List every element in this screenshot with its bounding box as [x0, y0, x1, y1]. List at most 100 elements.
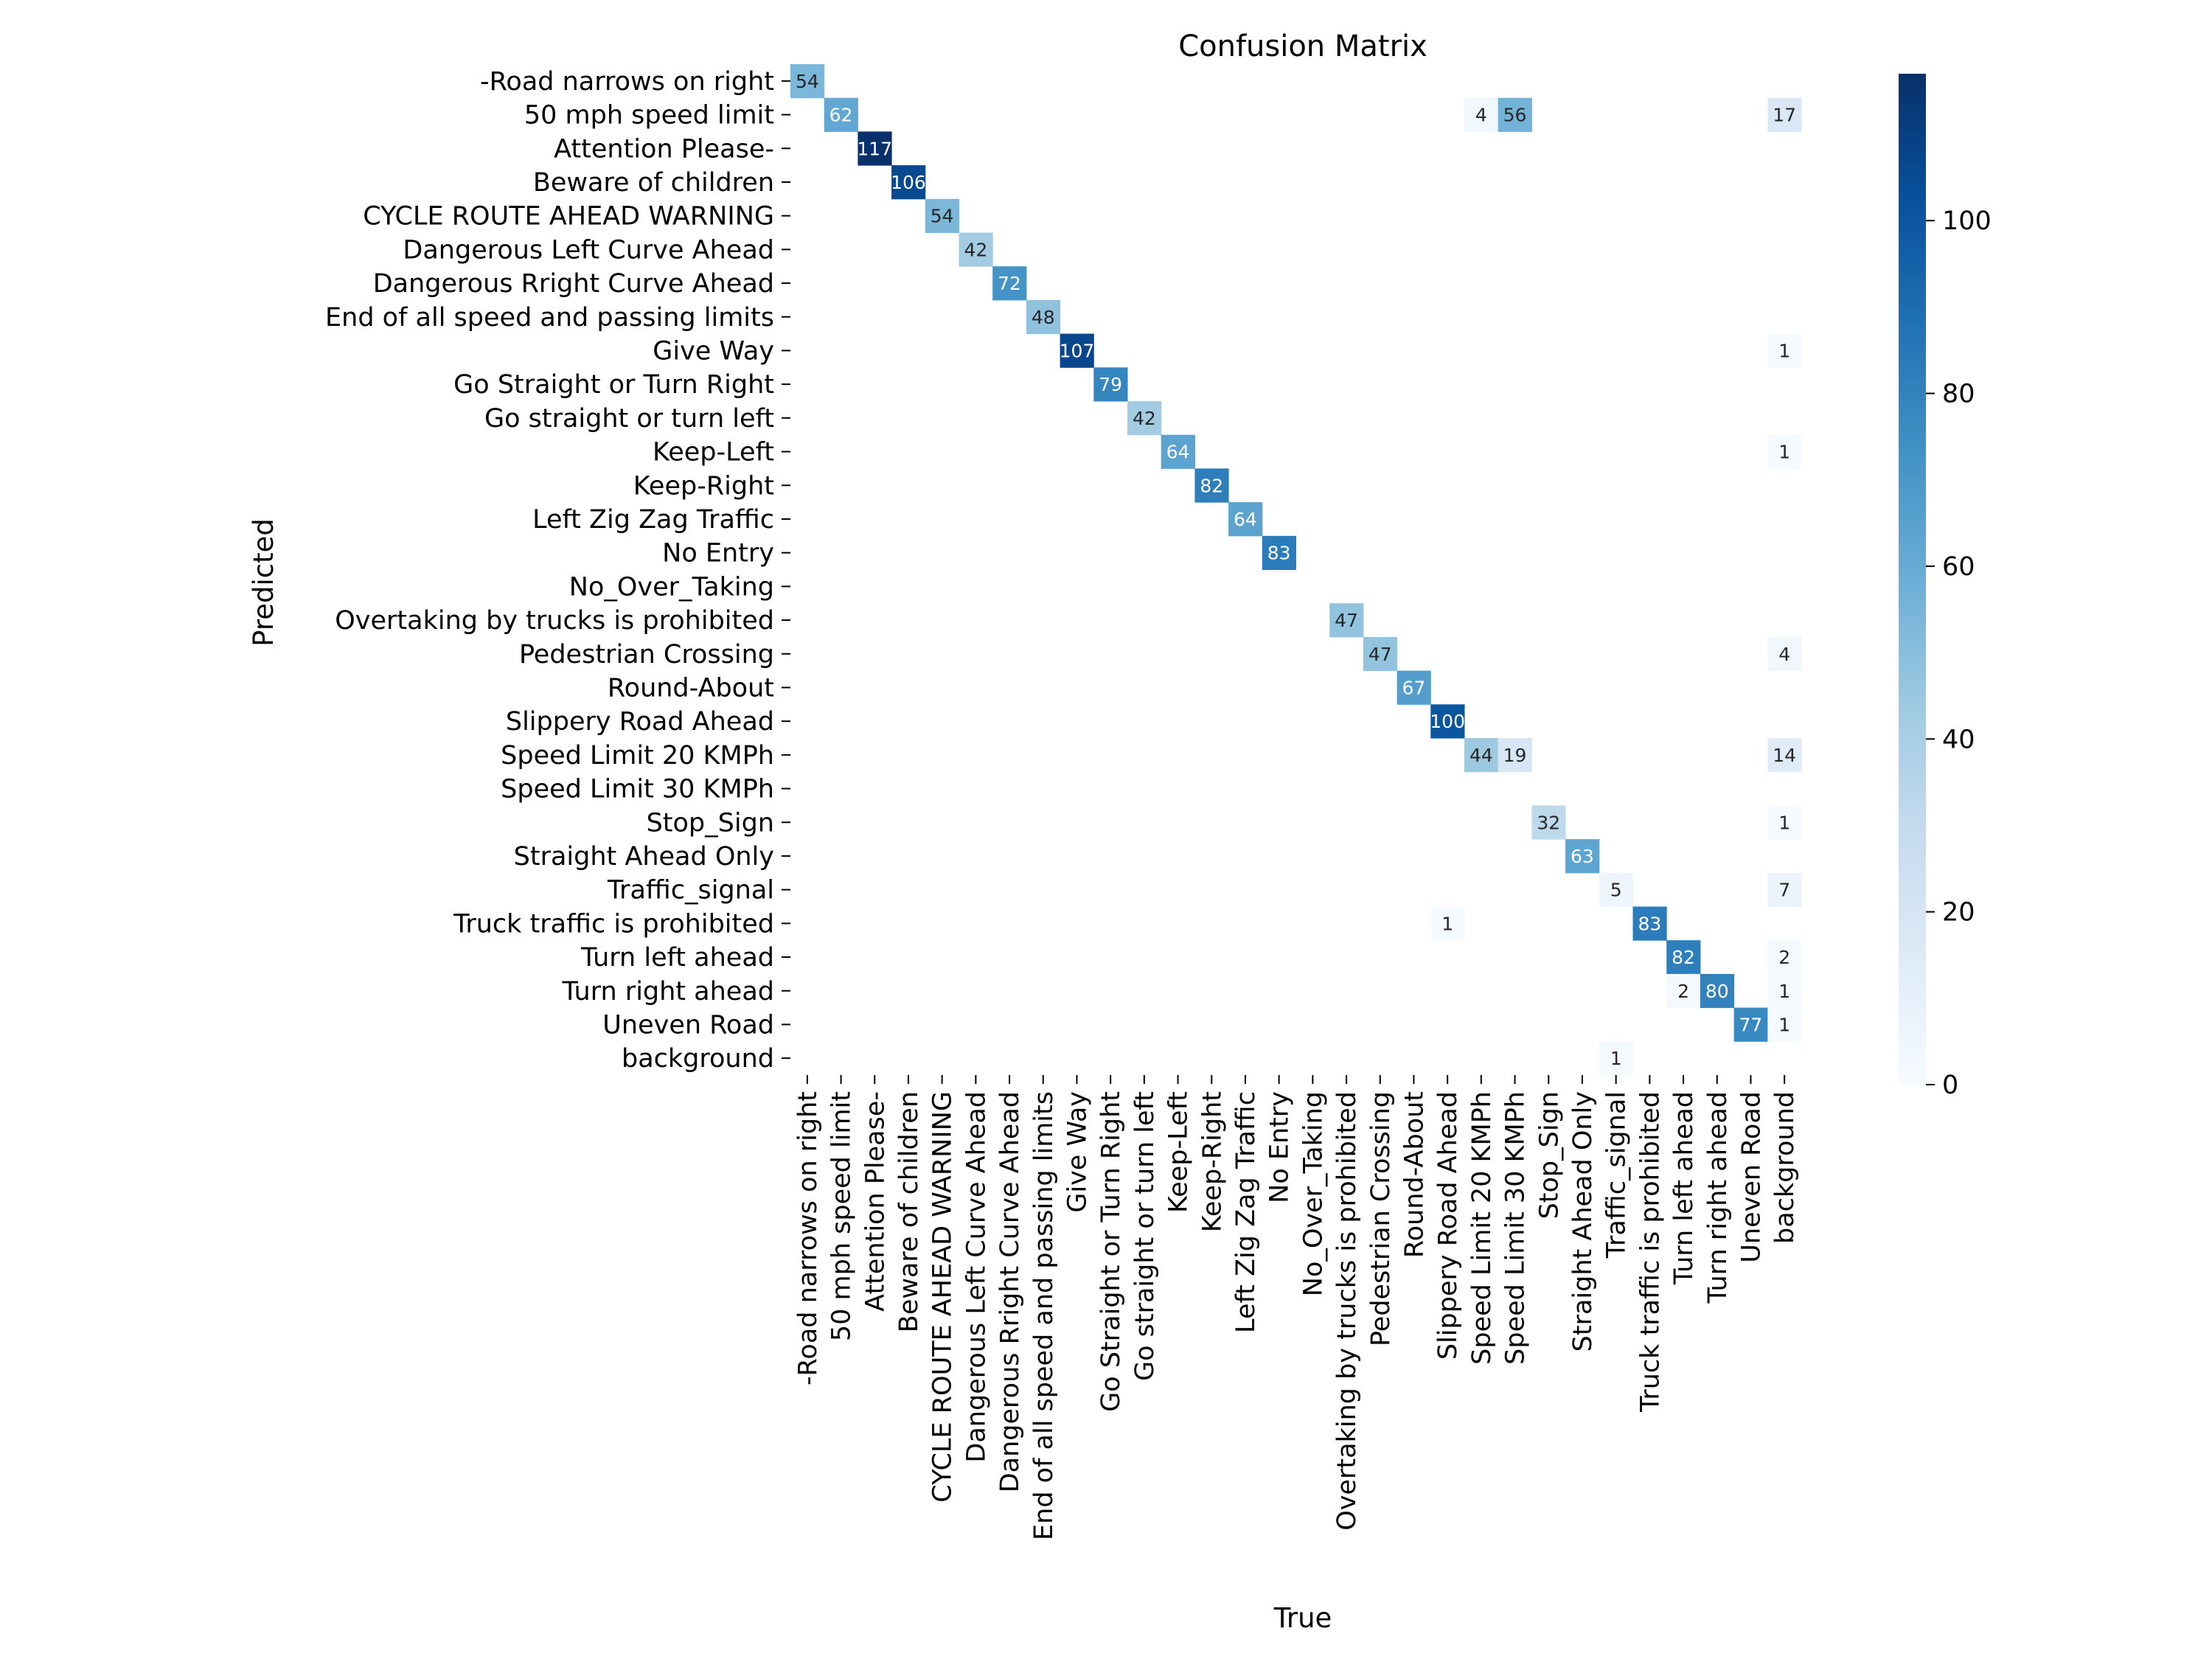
cell-value-label: 77	[1739, 1014, 1763, 1035]
y-tick-label: End of all speed and passing limits	[325, 303, 774, 333]
cell-value-label: 32	[1537, 812, 1560, 833]
heatmap-cell	[824, 97, 858, 132]
x-tick-label: Speed Limit 20 KMPh	[1467, 1091, 1497, 1365]
y-tick-label: Dangerous Rright Curve Ahead	[373, 269, 774, 299]
colorbar-tick-label: 40	[1942, 725, 1975, 754]
x-tick-label: Pedestrian Crossing	[1366, 1091, 1396, 1346]
cell-value-label: 1	[1441, 913, 1453, 934]
y-tick-label: Attention Please-	[554, 134, 774, 164]
x-tick-label: Go straight or turn left	[1130, 1091, 1160, 1381]
y-tick-label: CYCLE ROUTE AHEAD WARNING	[363, 202, 774, 232]
heatmap-cell	[790, 64, 825, 99]
heatmap-cell	[1464, 738, 1499, 773]
heatmap-cell	[1700, 973, 1735, 1009]
x-tick-label: Dangerous Rright Curve Ahead	[995, 1091, 1025, 1492]
x-tick-label: -Road narrows on right	[793, 1091, 823, 1385]
x-tick-label: 50 mph speed limit	[827, 1091, 857, 1341]
cell-value-label: 42	[964, 239, 987, 260]
x-tick-label: Overtaking by trucks is prohibited	[1332, 1091, 1362, 1531]
y-axis-label: Predicted	[248, 518, 279, 647]
cell-value-label: 17	[1773, 105, 1796, 126]
x-tick-label: End of all speed and passing limits	[1029, 1091, 1059, 1540]
y-tick-label: Turn left ahead	[580, 943, 774, 973]
heatmap-cell	[1767, 973, 1802, 1009]
cell-value-label: 100	[1430, 711, 1465, 732]
heatmap-cell	[1228, 502, 1263, 537]
x-tick-label: Stop_Sign	[1534, 1091, 1564, 1219]
x-tick-label: Dangerous Left Curve Ahead	[961, 1091, 991, 1463]
y-tick-label: Speed Limit 30 KMPh	[501, 775, 774, 804]
heatmap-cell	[1767, 434, 1802, 469]
x-tick-label: No Entry	[1265, 1091, 1295, 1203]
colorbar-tick-label: 0	[1942, 1071, 1958, 1100]
cell-value-label: 107	[1060, 340, 1095, 361]
x-tick-label: Traffic_signal	[1602, 1091, 1632, 1259]
y-tick-label: -Road narrows on right	[480, 67, 774, 97]
y-tick-label: Give Way	[653, 336, 774, 366]
heatmap-cell	[959, 232, 993, 267]
heatmap-cell	[1397, 670, 1431, 705]
heatmap-cell	[1767, 940, 1802, 975]
y-tick-label: Uneven Road	[602, 1010, 774, 1040]
x-tick-label: Attention Please-	[860, 1091, 890, 1312]
cell-value-label: 80	[1705, 981, 1729, 1002]
heatmap-cell	[1329, 603, 1364, 638]
heatmap-cell	[1194, 468, 1229, 503]
colorbar: 0 20 40 60 80 100	[1899, 74, 1992, 1100]
x-tick-label: Round-About	[1399, 1091, 1429, 1258]
y-tick-label: Slippery Road Ahead	[506, 707, 774, 737]
cell-value-label: 1	[1778, 812, 1790, 833]
colorbar-gradient	[1899, 74, 1926, 1085]
heatmap-cell	[858, 131, 892, 166]
cell-value-label: 64	[1166, 442, 1190, 463]
x-tick-label: Straight Ahead Only	[1568, 1091, 1598, 1352]
cell-value-label: 7	[1778, 880, 1790, 901]
cell-value-label: 42	[1133, 408, 1156, 429]
x-tick-label: Left Zig Zag Traffic	[1231, 1091, 1261, 1333]
heatmap-cell	[925, 198, 959, 233]
heatmap-cell	[1599, 872, 1633, 907]
heatmap-cell	[1430, 704, 1465, 739]
cell-value-label: 83	[1638, 913, 1661, 934]
heatmap-cell	[1767, 805, 1802, 840]
y-tick-label: Turn right ahead	[561, 977, 774, 1006]
colorbar-tick-label: 80	[1942, 380, 1975, 409]
y-tick-label: Round-About	[608, 673, 774, 703]
cell-value-label: 83	[1267, 543, 1291, 564]
colorbar-tick-label: 20	[1942, 898, 1975, 928]
cell-value-label: 64	[1234, 509, 1257, 530]
heatmap-cell	[1531, 805, 1566, 840]
heatmap-cell	[891, 165, 926, 200]
heatmap-cell	[1464, 97, 1499, 132]
cell-value-label: 47	[1368, 644, 1392, 665]
cell-value-label: 63	[1571, 846, 1594, 867]
x-axis-label: True	[1273, 1602, 1332, 1634]
cell-value-label: 82	[1200, 475, 1223, 496]
heatmap-cell	[1632, 906, 1667, 941]
heatmap-cell	[1733, 1007, 1768, 1042]
cell-value-label: 2	[1677, 981, 1689, 1002]
cell-value-label: 47	[1335, 610, 1358, 631]
y-tick-label: No Entry	[662, 539, 774, 568]
y-tick-label: Beware of children	[533, 168, 774, 198]
x-tick-label: Slippery Road Ahead	[1433, 1091, 1463, 1360]
heatmap-cell	[1767, 333, 1802, 368]
x-tick-labels: -Road narrows on right 50 mph speed limit…	[793, 1075, 1800, 1540]
cell-value-label: 106	[891, 172, 926, 193]
y-tick-label: Dangerous Left Curve Ahead	[403, 235, 774, 265]
y-tick-label: Truck traffic is prohibited	[453, 909, 774, 939]
cell-value-label: 4	[1778, 644, 1790, 665]
cell-value-label: 1	[1778, 442, 1790, 463]
colorbar-tick-label: 100	[1942, 206, 1992, 236]
heatmap-cell	[1060, 333, 1094, 368]
cell-value-label: 1	[1610, 1048, 1622, 1069]
x-tick-label: Keep-Left	[1164, 1091, 1194, 1213]
heatmap-cell	[1565, 839, 1600, 874]
x-tick-label: Keep-Right	[1197, 1091, 1227, 1232]
heatmap-cell	[1599, 1041, 1633, 1076]
x-tick-label: Beware of children	[894, 1091, 924, 1332]
x-tick-label: Go Straight or Turn Right	[1096, 1091, 1126, 1412]
cell-value-label: 54	[931, 206, 954, 227]
cell-value-label: 4	[1475, 105, 1487, 126]
cell-value-label: 1	[1778, 340, 1790, 361]
